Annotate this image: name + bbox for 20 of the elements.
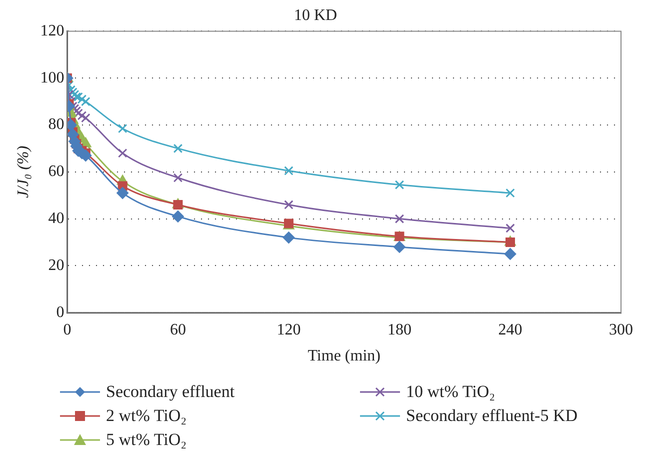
- legend-label: 5 wt% TiO₂: [106, 430, 187, 450]
- y-axis-title: J/J₀ (%): [14, 146, 32, 198]
- x-tick-label: 120: [276, 321, 301, 338]
- y-tick-label: 40: [48, 210, 64, 228]
- x-tick-label: 180: [387, 321, 412, 338]
- legend-label: Secondary effluent-5 KD: [406, 406, 578, 426]
- legend-label: 10 wt% TiO₂: [406, 382, 496, 402]
- chart-title: 10 KD: [294, 6, 338, 24]
- x-tick-label: 240: [498, 321, 522, 338]
- y-tick-label: 20: [48, 256, 64, 274]
- x-axis-title: Time (min): [308, 348, 380, 365]
- legend-label: Secondary effluent: [106, 382, 235, 402]
- y-tick-label: 0: [56, 304, 64, 321]
- y-tick-label: 80: [48, 116, 64, 134]
- y-tick-label: 60: [48, 163, 64, 180]
- y-tick-label: 100: [40, 69, 64, 86]
- x-tick-label: 60: [170, 321, 186, 338]
- x-tick-label: 300: [609, 321, 633, 338]
- legend-label: 2 wt% TiO₂: [106, 406, 187, 426]
- y-tick-label: 120: [40, 22, 64, 40]
